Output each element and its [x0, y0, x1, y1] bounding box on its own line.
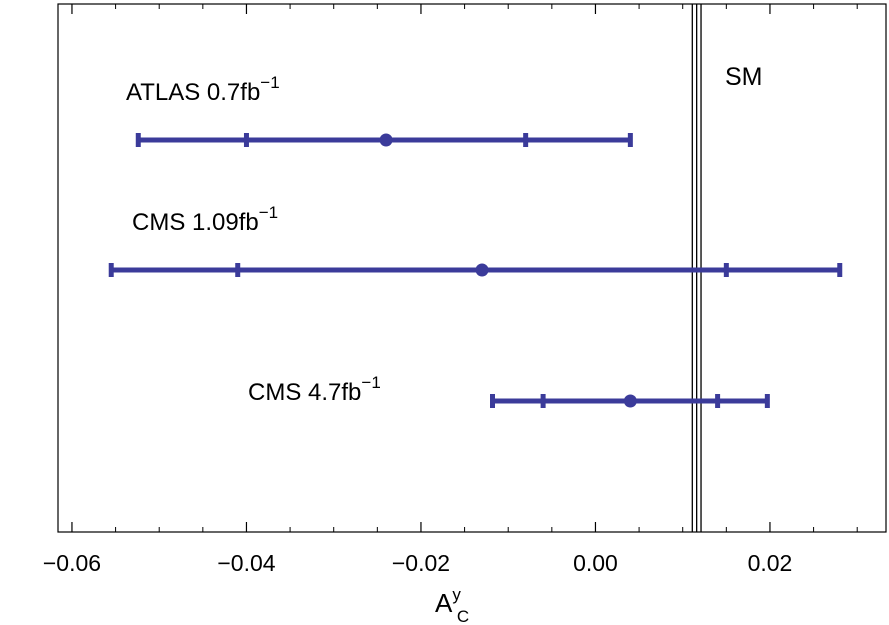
- measurement-label: CMS 4.7fb−1: [248, 373, 381, 406]
- central-value-point: [623, 394, 637, 408]
- sm-label: SM: [725, 63, 763, 91]
- plot-border: [57, 3, 887, 533]
- measurement-1: CMS 1.09fb−1: [108, 203, 843, 277]
- measurement-label: CMS 1.09fb−1: [132, 203, 278, 236]
- measurement-0: ATLAS 0.7fb−1: [126, 73, 633, 147]
- measurement-label: ATLAS 0.7fb−1: [126, 73, 280, 106]
- measurement-label-sup: −1: [260, 73, 279, 92]
- x-axis-title-base: A: [435, 588, 453, 618]
- x-tick-label: 0.00: [573, 550, 618, 576]
- central-value-point: [475, 263, 489, 277]
- measurement-label-text: ATLAS 0.7fb: [126, 79, 260, 106]
- measurement-label-text: CMS 4.7fb: [248, 379, 361, 406]
- x-tick-label: −0.06: [43, 550, 101, 576]
- plot-frame: [57, 3, 887, 533]
- measurement-label-sup: −1: [361, 373, 380, 392]
- x-axis-title-sub: C: [457, 607, 469, 625]
- x-axis-title-sup: y: [452, 585, 461, 604]
- x-tick-label: −0.04: [217, 550, 275, 576]
- measurement-2: CMS 4.7fb−1: [248, 373, 770, 408]
- measurement-label-text: CMS 1.09fb: [132, 209, 259, 236]
- central-value-point: [379, 133, 393, 147]
- x-axis-ticks: −0.06 −0.04 −0.02 0.00 0.02: [43, 4, 858, 576]
- x-tick-label: −0.02: [392, 550, 450, 576]
- x-axis-title: Ay C: [435, 585, 469, 625]
- measurement-label-sup: −1: [259, 203, 278, 222]
- x-tick-label: 0.02: [748, 550, 793, 576]
